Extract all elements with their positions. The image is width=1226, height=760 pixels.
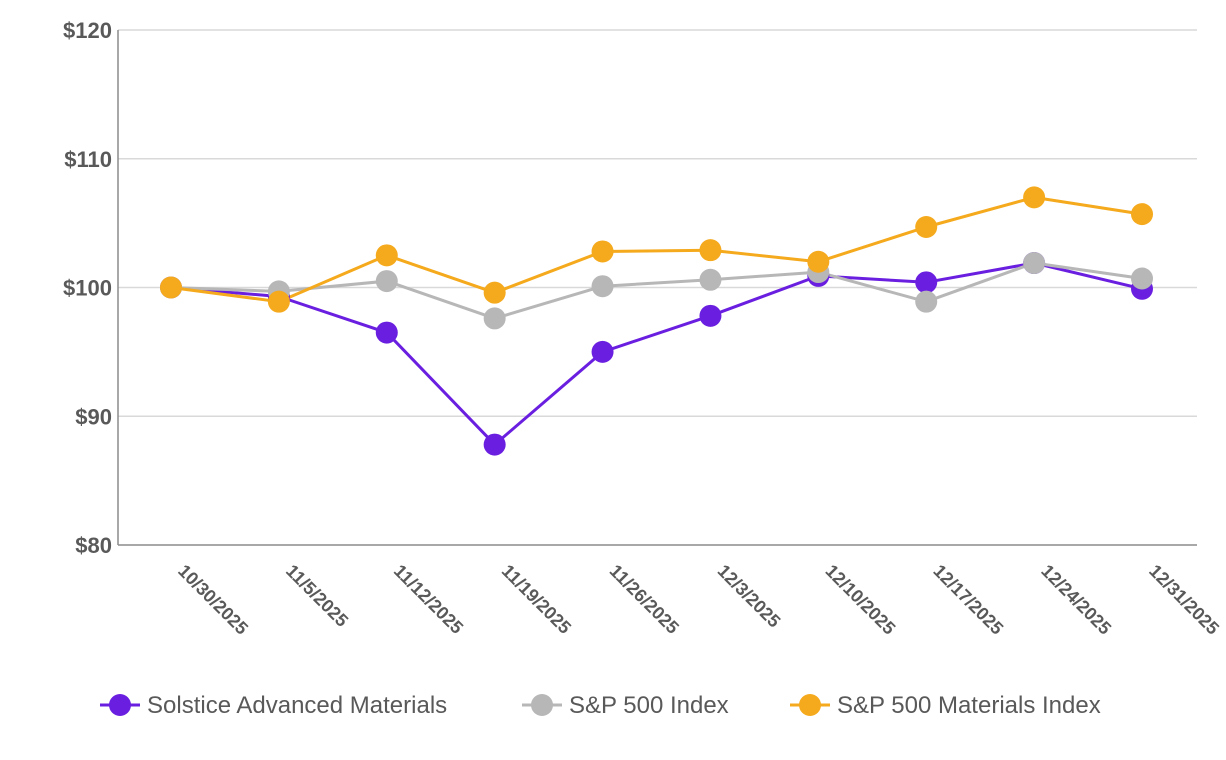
data-point	[1023, 186, 1046, 209]
data-point	[1023, 252, 1046, 275]
data-point	[699, 304, 722, 327]
data-point	[915, 290, 938, 313]
series-line	[170, 195, 1143, 304]
y-tick-label: $120	[63, 18, 112, 43]
legend-label: S&P 500 Materials Index	[837, 692, 1101, 719]
data-point	[267, 290, 290, 313]
legend-marker	[799, 694, 821, 716]
y-tick-labels: $80 $90 $100 $110 $120	[63, 18, 112, 558]
y-tick-label: $80	[75, 533, 112, 558]
data-point	[591, 275, 614, 298]
data-point	[807, 250, 830, 273]
series-line	[170, 261, 1143, 447]
x-tick-label: 11/26/2025	[606, 561, 683, 638]
x-tick-label: 12/10/2025	[822, 561, 900, 639]
legend-marker	[109, 694, 131, 716]
gridlines	[118, 29, 1197, 417]
x-tick-label: 12/31/2025	[1145, 561, 1223, 639]
x-tick-label: 11/19/2025	[498, 561, 575, 638]
data-point	[375, 321, 398, 344]
series-lines	[170, 195, 1143, 447]
data-point	[483, 281, 506, 304]
data-point	[483, 433, 506, 456]
x-tick-label: 12/3/2025	[714, 561, 785, 632]
x-tick-label: 12/17/2025	[929, 561, 1007, 639]
y-tick-label: $110	[64, 147, 112, 172]
legend-label: Solstice Advanced Materials	[147, 692, 447, 719]
data-point	[699, 268, 722, 291]
y-tick-label: $90	[75, 404, 112, 429]
data-point	[160, 276, 182, 299]
data-point	[1131, 267, 1153, 290]
series-points	[160, 186, 1153, 456]
data-point	[375, 270, 398, 293]
data-point	[591, 240, 614, 263]
y-tick-label: $100	[63, 276, 112, 301]
x-tick-label: 12/24/2025	[1037, 561, 1115, 639]
data-point	[375, 244, 398, 267]
series-line	[170, 261, 1143, 320]
x-tick-label: 11/5/2025	[282, 561, 352, 631]
data-point	[699, 239, 722, 262]
x-tick-label: 10/30/2025	[174, 561, 252, 639]
x-tick-label: 11/12/2025	[390, 561, 467, 638]
x-tick-labels: 10/30/2025 11/5/2025 11/12/2025 11/19/2025 1…	[174, 561, 1223, 639]
data-point	[915, 215, 938, 238]
data-point	[915, 271, 938, 294]
data-point	[1131, 203, 1153, 226]
data-point	[483, 307, 506, 330]
legend-label: S&P 500 Index	[569, 692, 729, 719]
data-point	[591, 340, 614, 363]
legend: Solstice Advanced Materials S&P 500 Index…	[100, 692, 1101, 719]
axes	[117, 30, 1197, 546]
legend-marker	[531, 694, 553, 716]
